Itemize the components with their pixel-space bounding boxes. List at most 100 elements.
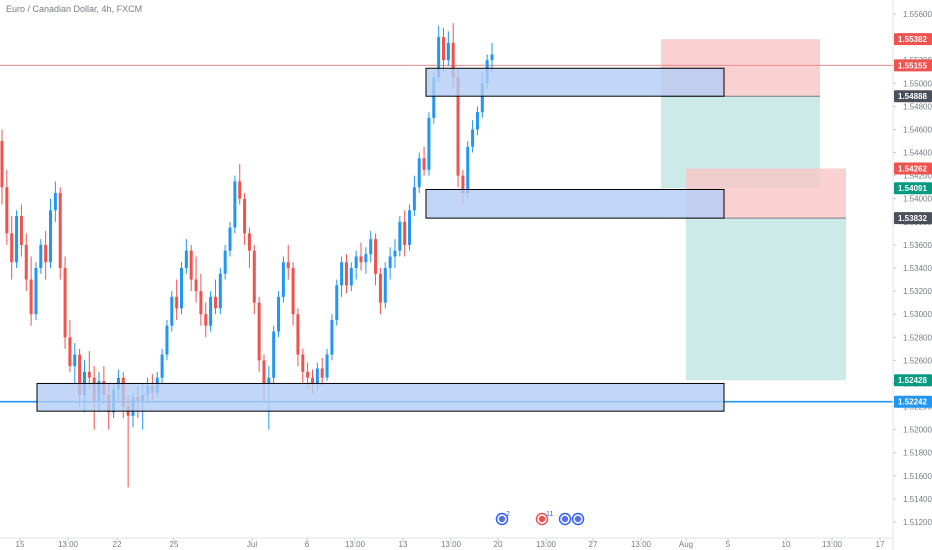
y-tick-label: 1.52600: [903, 356, 932, 365]
y-tick-label: 1.54000: [903, 195, 932, 204]
x-tick-label: 13:00: [822, 540, 843, 549]
candle-body: [427, 117, 431, 170]
event-marker[interactable]: [571, 512, 585, 526]
x-tick-label: 13:00: [441, 540, 462, 549]
x-tick-label: 25: [170, 540, 179, 549]
y-tick-label: 1.52800: [903, 333, 932, 342]
middle-zone[interactable]: [425, 188, 725, 219]
candle-body: [267, 377, 271, 384]
candle-body: [194, 279, 198, 292]
candle-body: [0, 141, 4, 188]
candle-body: [349, 268, 353, 286]
event-marker[interactable]: [558, 512, 572, 526]
candle-body: [228, 227, 232, 251]
chart-title: Euro / Canadian Dollar, 4h, FXCM: [6, 4, 142, 14]
candle-body: [437, 37, 441, 78]
candle-body: [15, 216, 19, 263]
candle-body: [441, 37, 445, 61]
candle-body: [184, 250, 188, 268]
y-tick-label: 1.53200: [903, 287, 932, 296]
candle-body: [374, 239, 378, 274]
candle-body: [165, 325, 169, 355]
event-marker[interactable]: 2: [495, 511, 511, 526]
price-tag: [894, 182, 932, 195]
candle-body: [325, 354, 329, 378]
candle-body: [471, 129, 475, 147]
x-tick-label: 5: [726, 540, 731, 549]
candle-body: [257, 302, 261, 361]
y-tick-label: 1.53000: [903, 310, 932, 319]
event-markers[interactable]: 2 11: [495, 511, 585, 526]
y-tick-label: 1.53600: [903, 241, 932, 250]
x-tick-label: Aug: [679, 540, 693, 549]
zones[interactable]: [36, 67, 725, 412]
candle-body: [383, 268, 387, 303]
candle-body: [461, 175, 465, 193]
candle-body: [277, 296, 281, 332]
upper-zone[interactable]: [425, 67, 725, 97]
candle-body: [63, 268, 67, 338]
candle-body: [189, 250, 193, 280]
candle-body: [422, 158, 426, 170]
price-tag: [894, 212, 932, 225]
candles: [0, 23, 494, 488]
y-tick-label: 1.51200: [903, 518, 932, 527]
candle-body: [398, 221, 402, 251]
event-marker[interactable]: 11: [535, 511, 554, 526]
candle-body: [330, 319, 334, 355]
candle-body: [296, 314, 300, 355]
price-tag-label: 1.54091: [898, 184, 927, 193]
price-tag-label: 1.53832: [898, 214, 927, 223]
candle-body: [403, 221, 407, 245]
candle-body: [412, 187, 416, 211]
event-flag-icon: [561, 515, 569, 523]
candle-body: [73, 354, 77, 367]
candle-body: [24, 244, 28, 280]
lower-zone[interactable]: [36, 382, 725, 412]
price-tag: [894, 59, 932, 72]
candle-body: [456, 77, 460, 176]
candle-body: [247, 233, 251, 251]
candle-body: [78, 354, 82, 395]
candle-body: [262, 360, 266, 384]
candle-body: [87, 371, 91, 378]
x-tick-label: 10: [782, 540, 791, 549]
y-tick-label: 1.51400: [903, 495, 932, 504]
y-tick-label: 1.53400: [903, 264, 932, 273]
candle-body: [49, 210, 53, 263]
candle-body: [170, 296, 174, 326]
position-boxes: [661, 39, 846, 381]
candle-body: [480, 83, 484, 113]
price-tag: [894, 33, 932, 46]
y-tick-label: 1.55600: [903, 10, 932, 19]
candle-body: [286, 262, 290, 268]
candle-body: [354, 256, 358, 268]
y-tick-label: 1.52000: [903, 426, 932, 435]
candle-body: [310, 377, 314, 384]
candle-body: [5, 187, 9, 234]
y-tick-label: 1.51800: [903, 449, 932, 458]
price-tag-label: 1.52242: [898, 398, 927, 407]
x-tick-label: 13:00: [58, 540, 79, 549]
price-tag: [894, 162, 932, 175]
y-tick-label: 1.54200: [903, 172, 932, 181]
candle-body: [393, 250, 397, 257]
candle-body: [34, 268, 38, 315]
price-tag-label: 1.52428: [898, 376, 927, 385]
price-tag-label: 1.54262: [898, 164, 927, 173]
candle-body: [344, 262, 348, 286]
x-tick-label: 13:00: [345, 540, 366, 549]
price-tag: [894, 395, 932, 408]
event-count: 11: [546, 511, 553, 518]
price-tag-label: 1.55382: [898, 35, 927, 44]
y-tick-label: 1.51600: [903, 472, 932, 481]
candle-body: [451, 42, 455, 78]
candle-body: [204, 314, 208, 326]
event-flag-icon: [574, 515, 582, 523]
price-tag: [894, 374, 932, 387]
candle-body: [160, 354, 164, 378]
x-tick-label: 27: [589, 540, 598, 549]
x-tick-label: 17: [876, 540, 885, 549]
